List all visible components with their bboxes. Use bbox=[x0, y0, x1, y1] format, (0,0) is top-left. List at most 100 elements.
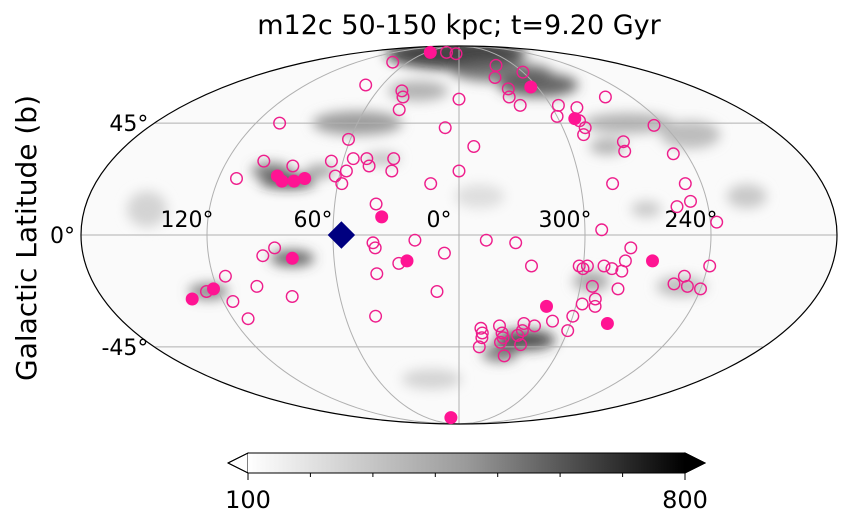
open-circle-point bbox=[493, 319, 507, 333]
open-circle-point bbox=[511, 328, 525, 342]
open-circle-point bbox=[396, 90, 410, 104]
chart-title: m12c 50-150 kpc; t=9.20 Gyr bbox=[257, 10, 661, 41]
open-circle-point bbox=[366, 236, 380, 250]
open-circle-point bbox=[561, 324, 575, 338]
open-circle-point bbox=[488, 70, 502, 84]
filled-circle-point bbox=[568, 112, 582, 126]
open-circle-point bbox=[241, 312, 255, 326]
open-circle-point bbox=[475, 331, 489, 345]
open-circle-point bbox=[605, 262, 619, 276]
density-blob bbox=[481, 345, 518, 362]
open-circle-point bbox=[577, 128, 591, 142]
open-circle-point bbox=[335, 177, 349, 191]
open-circle-point bbox=[525, 259, 539, 273]
open-circle-point bbox=[250, 279, 264, 293]
open-circle-point bbox=[678, 177, 692, 191]
filled-circle-point bbox=[185, 292, 199, 306]
density-blob bbox=[498, 73, 579, 97]
open-circle-point bbox=[437, 246, 451, 260]
open-circle-point bbox=[359, 78, 373, 92]
open-circle-point bbox=[472, 340, 486, 354]
open-circle-point bbox=[606, 177, 620, 191]
density-blob bbox=[660, 120, 721, 149]
open-circle-point bbox=[452, 92, 466, 106]
filled-circle-point bbox=[207, 282, 220, 296]
lon-tick-label: 240° bbox=[665, 208, 718, 233]
open-circle-point bbox=[666, 147, 680, 161]
open-circle-point bbox=[703, 259, 717, 273]
filled-circle-point bbox=[600, 317, 614, 330]
open-circle-point bbox=[257, 154, 271, 168]
open-circle-point bbox=[328, 169, 342, 183]
open-circle-point bbox=[495, 326, 509, 340]
open-circle-point bbox=[514, 338, 528, 352]
lat-tick-label: -45° bbox=[101, 336, 148, 361]
open-circle-point bbox=[694, 282, 708, 296]
open-circle-point bbox=[226, 295, 240, 309]
open-circle-point bbox=[710, 215, 724, 229]
open-circle-point bbox=[408, 233, 422, 247]
open-circle-point bbox=[385, 164, 399, 178]
open-circle-point bbox=[438, 121, 452, 135]
open-circle-point bbox=[370, 267, 384, 281]
open-circle-point bbox=[647, 118, 661, 132]
open-circle-point bbox=[502, 90, 516, 104]
open-circle-point bbox=[362, 159, 376, 173]
open-circle-point bbox=[395, 84, 409, 98]
filled-circle-point bbox=[524, 80, 538, 94]
open-circle-point bbox=[467, 139, 481, 153]
open-circle-point bbox=[268, 241, 282, 255]
open-circle-point bbox=[452, 164, 466, 178]
open-circle-point bbox=[588, 292, 602, 306]
density-blob bbox=[305, 165, 336, 177]
lon-tick-label: 60° bbox=[294, 208, 333, 233]
open-circle-point bbox=[494, 335, 508, 349]
density-blob bbox=[726, 184, 767, 209]
open-circle-point bbox=[256, 249, 270, 263]
filled-circle-point bbox=[444, 411, 458, 425]
open-circle-point bbox=[624, 241, 638, 255]
diamond-marker bbox=[327, 221, 356, 249]
open-circle-point bbox=[475, 326, 489, 340]
lon-tick-label: 120° bbox=[161, 208, 214, 233]
open-circle-point bbox=[392, 103, 406, 117]
density-blob bbox=[401, 369, 462, 390]
density-blob bbox=[364, 152, 401, 165]
density-blob bbox=[127, 191, 167, 228]
open-circle-point bbox=[513, 98, 527, 112]
colorbar: 100 800 bbox=[225, 452, 708, 514]
open-circle-point bbox=[387, 152, 401, 166]
open-circle-point bbox=[546, 314, 560, 328]
map-border bbox=[80, 45, 838, 425]
sky-map bbox=[81, 46, 837, 424]
open-circle-point bbox=[229, 171, 243, 185]
open-circle-point bbox=[572, 259, 586, 273]
filled-circle-point bbox=[275, 174, 289, 188]
filled-circle-point bbox=[285, 251, 299, 265]
open-circle-point bbox=[680, 279, 694, 293]
open-circle-point bbox=[342, 132, 356, 146]
open-circle-point bbox=[588, 299, 602, 313]
open-circle-point bbox=[449, 47, 463, 61]
colorbar-max-label: 800 bbox=[662, 486, 708, 514]
open-circle-point bbox=[273, 116, 287, 130]
open-circle-point bbox=[386, 55, 400, 69]
open-circle-point bbox=[430, 285, 444, 299]
filled-circle-point bbox=[400, 254, 414, 268]
density-blob bbox=[454, 184, 505, 209]
density-blob bbox=[495, 330, 556, 350]
lat-tick-label: 45° bbox=[109, 112, 148, 137]
graticule bbox=[81, 46, 837, 424]
data-points bbox=[185, 45, 724, 425]
open-circle-point bbox=[528, 319, 542, 333]
open-circle-point bbox=[618, 144, 632, 158]
filled-circle-point bbox=[646, 254, 659, 268]
open-circle-point bbox=[515, 324, 529, 338]
open-circle-point bbox=[595, 223, 609, 237]
lon-tick-label: 300° bbox=[539, 208, 592, 233]
density-blob bbox=[589, 138, 626, 155]
filled-circle-point bbox=[540, 299, 553, 313]
open-circle-point bbox=[424, 177, 438, 191]
filled-circle-point bbox=[287, 174, 301, 188]
